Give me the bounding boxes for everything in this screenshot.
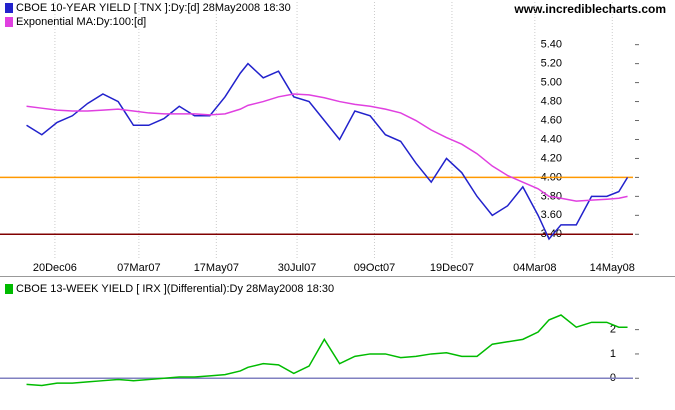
y-tick-label: 1 bbox=[610, 348, 616, 360]
series-line bbox=[26, 62, 629, 241]
legend-label: CBOE 13-WEEK YIELD [ IRX ](Differential)… bbox=[16, 283, 334, 295]
x-tick-label: 14May08 bbox=[590, 262, 635, 274]
legend-label: Exponential MA:Dy:100:[d] bbox=[16, 16, 146, 28]
y-tick-label: 4.20 bbox=[541, 152, 562, 164]
x-tick-label: 04Mar08 bbox=[513, 262, 556, 274]
y-tick-label: 5.20 bbox=[541, 58, 562, 70]
x-tick-label: 07Mar07 bbox=[117, 262, 160, 274]
x-tick-label: 19Dec07 bbox=[430, 262, 474, 274]
series-line bbox=[26, 93, 628, 202]
legend-swatch bbox=[5, 17, 13, 27]
series-line bbox=[26, 314, 628, 387]
y-tick-label: 4.40 bbox=[541, 133, 562, 145]
x-tick-label: 30Jul07 bbox=[278, 262, 317, 274]
legend-swatch bbox=[5, 3, 13, 13]
y-tick-label: 3.60 bbox=[541, 209, 562, 221]
site-name: www.incrediblecharts.com bbox=[513, 2, 666, 16]
y-tick-label: 2 bbox=[610, 324, 616, 336]
x-tick-label: 17May07 bbox=[194, 262, 239, 274]
y-tick-label: 5.40 bbox=[541, 39, 562, 51]
y-tick-label: 4.80 bbox=[541, 95, 562, 107]
legend-swatch bbox=[5, 284, 13, 294]
x-tick-label: 20Dec06 bbox=[33, 262, 77, 274]
y-tick-label: 4.60 bbox=[541, 114, 562, 126]
x-tick-label: 09Oct07 bbox=[354, 262, 396, 274]
legend-label: CBOE 10-YEAR YIELD [ TNX ]:Dy:[d] 28May2… bbox=[16, 2, 291, 14]
y-tick-label: 5.00 bbox=[541, 76, 562, 88]
